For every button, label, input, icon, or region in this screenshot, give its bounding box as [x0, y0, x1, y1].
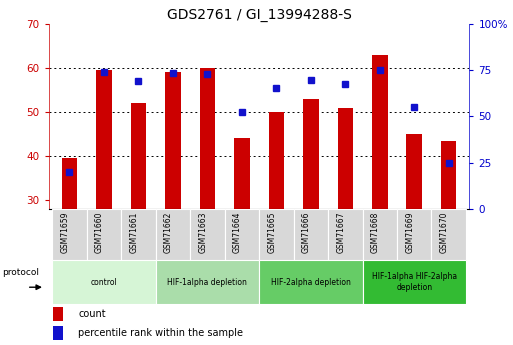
Bar: [397, 209, 431, 260]
Title: GDS2761 / GI_13994288-S: GDS2761 / GI_13994288-S: [167, 8, 351, 22]
Bar: [121, 209, 155, 260]
Bar: [259, 209, 293, 260]
Bar: [131, 103, 146, 332]
Text: protocol: protocol: [3, 268, 40, 277]
Text: count: count: [78, 309, 106, 319]
Text: GSM71662: GSM71662: [164, 211, 173, 253]
Text: percentile rank within the sample: percentile rank within the sample: [78, 328, 243, 338]
Bar: [155, 260, 259, 304]
Text: GSM71665: GSM71665: [267, 211, 277, 253]
Bar: [259, 260, 363, 304]
Text: GSM71667: GSM71667: [336, 211, 345, 253]
Bar: [234, 138, 250, 332]
Bar: [190, 209, 225, 260]
Bar: [363, 260, 466, 304]
Bar: [328, 209, 363, 260]
Text: GSM71666: GSM71666: [302, 211, 311, 253]
Bar: [303, 99, 319, 332]
Text: HIF-2alpha depletion: HIF-2alpha depletion: [271, 277, 351, 287]
Bar: [225, 209, 259, 260]
Bar: [338, 108, 353, 332]
Bar: [53, 307, 64, 321]
Bar: [52, 260, 155, 304]
Bar: [52, 209, 87, 260]
Bar: [363, 209, 397, 260]
Bar: [431, 209, 466, 260]
Text: GSM71669: GSM71669: [405, 211, 414, 253]
Bar: [155, 209, 190, 260]
Bar: [293, 209, 328, 260]
Bar: [62, 158, 77, 332]
Text: GSM71668: GSM71668: [371, 211, 380, 253]
Text: GSM71670: GSM71670: [440, 211, 449, 253]
Bar: [406, 134, 422, 332]
Text: GSM71660: GSM71660: [95, 211, 104, 253]
Text: control: control: [90, 277, 117, 287]
Text: HIF-1alpha HIF-2alpha
depletion: HIF-1alpha HIF-2alpha depletion: [371, 272, 457, 292]
Bar: [268, 112, 284, 332]
Text: GSM71661: GSM71661: [129, 211, 139, 253]
Bar: [372, 55, 387, 332]
Bar: [200, 68, 215, 332]
Bar: [96, 70, 112, 332]
Bar: [165, 72, 181, 332]
Text: GSM71664: GSM71664: [233, 211, 242, 253]
Text: GSM71663: GSM71663: [199, 211, 207, 253]
Bar: [87, 209, 121, 260]
Bar: [441, 141, 457, 332]
Bar: [53, 326, 64, 339]
Text: GSM71659: GSM71659: [61, 211, 69, 253]
Text: HIF-1alpha depletion: HIF-1alpha depletion: [167, 277, 247, 287]
